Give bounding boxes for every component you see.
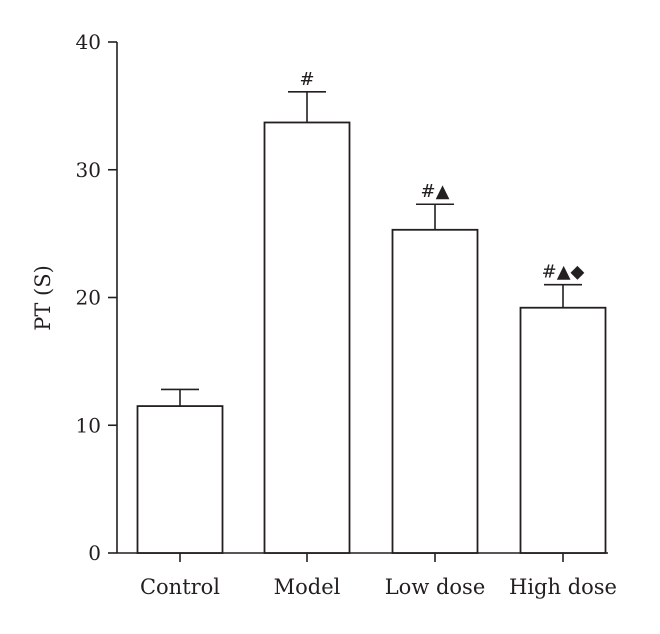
x-tick-label: Low dose — [385, 575, 486, 599]
y-tick-label: 10 — [76, 413, 101, 437]
x-tick-label: Control — [140, 575, 220, 599]
significance-marker: #▲ — [421, 181, 450, 202]
x-tick-label: High dose — [509, 575, 617, 599]
x-tick-label: Model — [274, 575, 341, 599]
bars: # #▲ #▲◆ — [136, 69, 607, 554]
bar — [263, 121, 351, 554]
bar — [519, 306, 607, 554]
axes: 0 10 20 30 40 Control Model Low dose High dose — [76, 30, 617, 599]
y-axis-label: PT (S) — [31, 265, 55, 331]
bar — [391, 228, 479, 554]
y-tick-label: 30 — [76, 158, 101, 182]
significance-marker: #▲◆ — [542, 262, 585, 283]
y-tick-label: 40 — [76, 30, 101, 54]
y-tick-label: 20 — [76, 286, 101, 310]
bar — [136, 405, 224, 554]
significance-marker: # — [299, 69, 314, 90]
y-tick-label: 0 — [88, 541, 101, 565]
